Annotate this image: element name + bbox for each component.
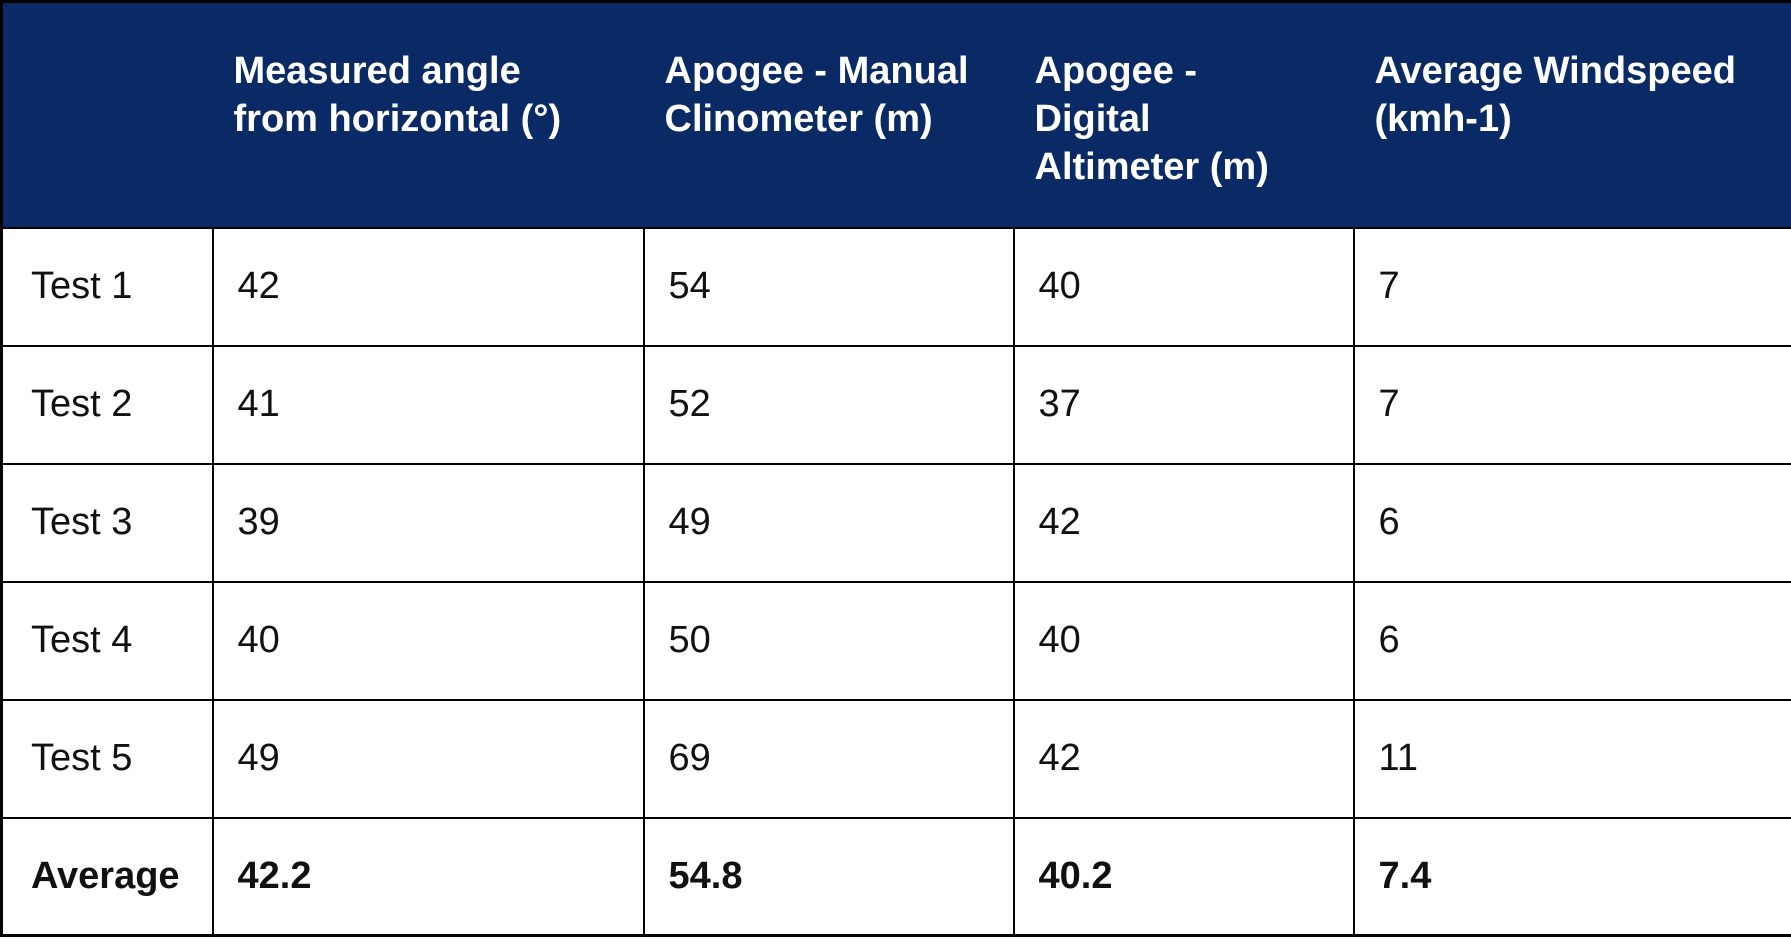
table-row-test-4: Test 4 40 50 40 6 <box>0 580 1791 701</box>
cell-windspeed: 7 <box>1352 344 1791 465</box>
cell-apogee-digital: 40 <box>1012 226 1355 347</box>
cell-apogee-digital: 37 <box>1012 344 1355 465</box>
header-cell-apogee-manual-clinometer: Apogee - Manual Clinometer (m) <box>643 1 1014 228</box>
cell-apogee-manual: 52 <box>642 344 1015 465</box>
row-label: Test 3 <box>0 462 214 583</box>
cell-angle: 39 <box>211 462 645 583</box>
header-cell-average-windspeed: Average Windspeed (kmh-1) <box>1353 1 1791 228</box>
table-row-average: Average 42.2 54.8 40.2 7.4 <box>0 816 1791 937</box>
cell-angle: 42.2 <box>211 816 645 937</box>
cell-apogee-digital: 40.2 <box>1012 816 1355 937</box>
header-cell-measured-angle: Measured angle from horizontal (°) <box>212 1 644 228</box>
cell-apogee-digital: 40 <box>1012 580 1355 701</box>
cell-apogee-digital: 42 <box>1012 698 1355 819</box>
header-cell-apogee-digital-altimeter: Apogee - Digital Altimeter (m) <box>1013 1 1354 228</box>
table-row-test-2: Test 2 41 52 37 7 <box>0 344 1791 465</box>
table-row-test-5: Test 5 49 69 42 11 <box>0 698 1791 819</box>
cell-windspeed: 7 <box>1352 226 1791 347</box>
cell-apogee-digital: 42 <box>1012 462 1355 583</box>
table-row-test-3: Test 3 39 49 42 6 <box>0 462 1791 583</box>
cell-windspeed: 6 <box>1352 462 1791 583</box>
row-label: Test 5 <box>0 698 214 819</box>
cell-windspeed: 11 <box>1352 698 1791 819</box>
row-label: Test 4 <box>0 580 214 701</box>
row-label: Test 1 <box>0 226 214 347</box>
table-header-row: Measured angle from horizontal (°) Apoge… <box>1 1 1791 228</box>
row-label: Test 2 <box>0 344 214 465</box>
cell-apogee-manual: 54.8 <box>642 816 1015 937</box>
cell-angle: 41 <box>211 344 645 465</box>
cell-angle: 40 <box>211 580 645 701</box>
cell-apogee-manual: 69 <box>642 698 1015 819</box>
cell-angle: 42 <box>211 226 645 347</box>
cell-angle: 49 <box>211 698 645 819</box>
cell-windspeed: 7.4 <box>1352 816 1791 937</box>
cell-apogee-manual: 50 <box>642 580 1015 701</box>
table-row-test-1: Test 1 42 54 40 7 <box>0 226 1791 347</box>
header-cell-blank <box>1 1 213 228</box>
row-label: Average <box>0 816 214 937</box>
cell-apogee-manual: 49 <box>642 462 1015 583</box>
cell-windspeed: 6 <box>1352 580 1791 701</box>
cell-apogee-manual: 54 <box>642 226 1015 347</box>
